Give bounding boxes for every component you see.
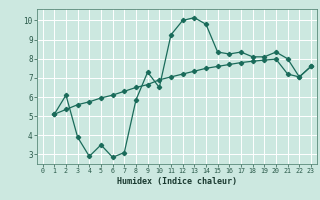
X-axis label: Humidex (Indice chaleur): Humidex (Indice chaleur) (117, 177, 237, 186)
